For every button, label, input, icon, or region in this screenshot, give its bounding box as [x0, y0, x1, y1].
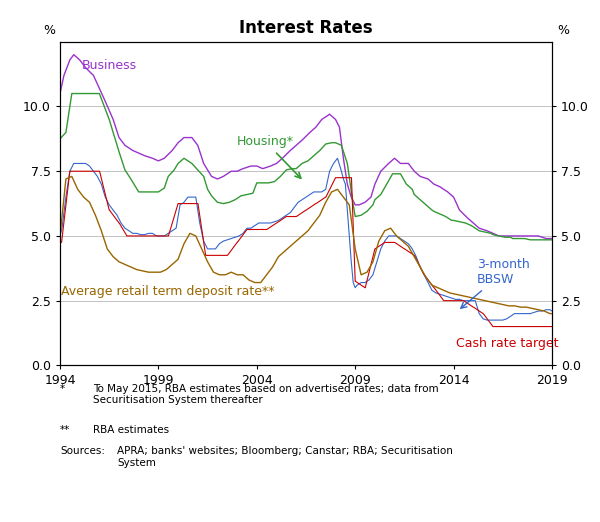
Text: Average retail term deposit rate**: Average retail term deposit rate**: [61, 285, 274, 298]
Text: **: **: [60, 425, 70, 435]
Title: Interest Rates: Interest Rates: [239, 19, 373, 38]
Text: To May 2015, RBA estimates based on advertised rates; data from
Securitisation S: To May 2015, RBA estimates based on adve…: [93, 384, 439, 405]
Text: Sources:: Sources:: [60, 446, 105, 456]
Text: Business: Business: [82, 58, 137, 72]
Text: %: %: [43, 24, 55, 37]
Text: 3-month
BBSW: 3-month BBSW: [461, 258, 530, 308]
Text: Housing*: Housing*: [237, 135, 301, 178]
Text: APRA; banks' websites; Bloomberg; Canstar; RBA; Securitisation
System: APRA; banks' websites; Bloomberg; Cansta…: [117, 446, 453, 468]
Text: Cash rate target: Cash rate target: [455, 337, 558, 350]
Text: *: *: [60, 384, 65, 394]
Text: %: %: [557, 24, 569, 37]
Text: RBA estimates: RBA estimates: [93, 425, 169, 435]
